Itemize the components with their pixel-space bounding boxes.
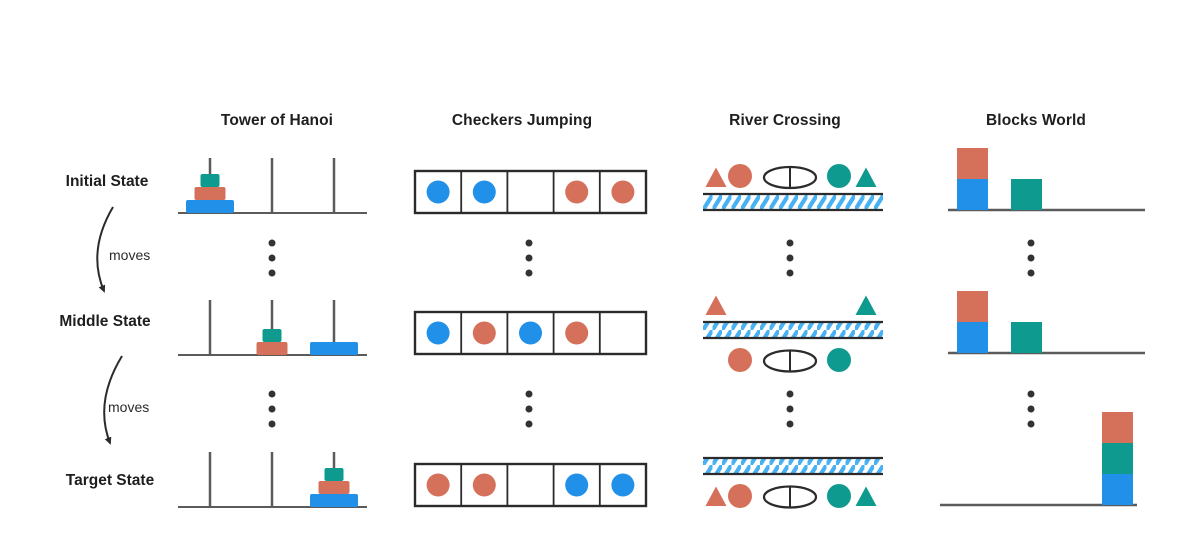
triangle-teal [855,486,877,506]
ellipsis-dot [268,390,276,398]
triangle-orange [705,167,727,187]
river-middle-state [703,295,883,373]
column-title-checkers-jumping: Checkers Jumping [451,112,593,129]
block-blue [957,179,988,210]
ellipsis-dot [1027,405,1035,413]
circle-orange [728,484,752,508]
ellipsis-dot [1027,239,1035,247]
checker-blue [472,180,496,204]
ellipsis-dot [268,420,276,428]
ellipsis-dot [525,254,533,262]
triangle-orange [705,295,727,315]
ellipsis-dot [525,269,533,277]
ellipsis-dot [786,390,794,398]
ellipsis-dots [268,239,1035,428]
moves-arrow-1 [96,206,114,293]
checker-orange [611,180,635,204]
checker-orange [565,321,589,345]
circle-teal [827,348,851,372]
river-initial-state [703,164,883,212]
blocks-initial-state [948,148,1145,212]
checker-blue [426,180,450,204]
checker-blue [519,321,542,345]
moves-label-1: moves [109,247,151,263]
disk-blue [310,342,358,355]
ellipsis-dot [268,254,276,262]
disk-teal [200,174,220,187]
hanoi-initial-state [178,158,367,214]
moves-arrow-2 [103,355,123,445]
block-blue [957,322,988,353]
ellipsis-dot [268,405,276,413]
disk-teal [262,329,282,342]
ellipsis-dot [525,239,533,247]
board-outline [413,169,648,215]
disk-orange [256,342,288,355]
river-target-state [703,456,883,509]
disk-orange [318,481,350,494]
checker-orange [426,473,450,497]
circle-orange [728,348,752,372]
ellipsis-dot [1027,390,1035,398]
row-label-initial-state: Initial State [65,173,149,190]
moves-label-2: moves [108,399,150,415]
checker-blue [565,473,589,497]
board-outline [413,462,648,508]
checker-orange [565,180,589,204]
disk-blue [186,200,234,213]
row-label-middle-state: Middle State [59,313,151,330]
checker-orange [472,473,496,497]
ellipsis-dot [525,390,533,398]
circle-teal [827,164,851,188]
circle-teal [827,484,851,508]
circle-orange [728,164,752,188]
hanoi-middle-state [178,300,367,356]
triangle-orange [705,486,727,506]
ellipsis-dot [786,405,794,413]
block-teal [1011,179,1042,210]
checker-blue [611,473,635,497]
column-title-river-crossing: River Crossing [729,112,841,129]
block-orange [957,291,988,322]
ellipsis-dot [1027,254,1035,262]
block-orange [957,148,988,179]
ellipsis-dot [268,269,276,277]
ellipsis-dot [786,269,794,277]
triangle-teal [855,295,877,315]
ellipsis-dot [786,254,794,262]
river-water [703,459,883,473]
block-blue [1102,474,1133,505]
block-teal [1011,322,1042,353]
column-title-blocks-world: Blocks World [986,112,1086,129]
row-label-target-state: Target State [65,472,155,489]
river-water [703,195,883,209]
ellipsis-dot [1027,420,1035,428]
river-water [703,323,883,337]
disk-blue [310,494,358,507]
ellipsis-dot [786,239,794,247]
disk-orange [194,187,226,200]
checkers-target-state [413,462,648,508]
ellipsis-dot [525,420,533,428]
checker-blue [426,321,450,345]
blocks-target-state [940,412,1137,507]
block-orange [1102,412,1133,443]
checkers-middle-state [413,310,648,356]
column-title-tower-of-hanoi: Tower of Hanoi [220,112,334,129]
blocks-middle-state [948,291,1145,355]
block-teal [1102,443,1133,474]
hanoi-target-state [178,452,367,508]
checker-orange [472,321,496,345]
disk-teal [324,468,344,481]
ellipsis-dot [1027,269,1035,277]
triangle-teal [855,167,877,187]
ellipsis-dot [786,420,794,428]
checkers-initial-state [413,169,648,215]
ellipsis-dot [525,405,533,413]
ellipsis-dot [268,239,276,247]
